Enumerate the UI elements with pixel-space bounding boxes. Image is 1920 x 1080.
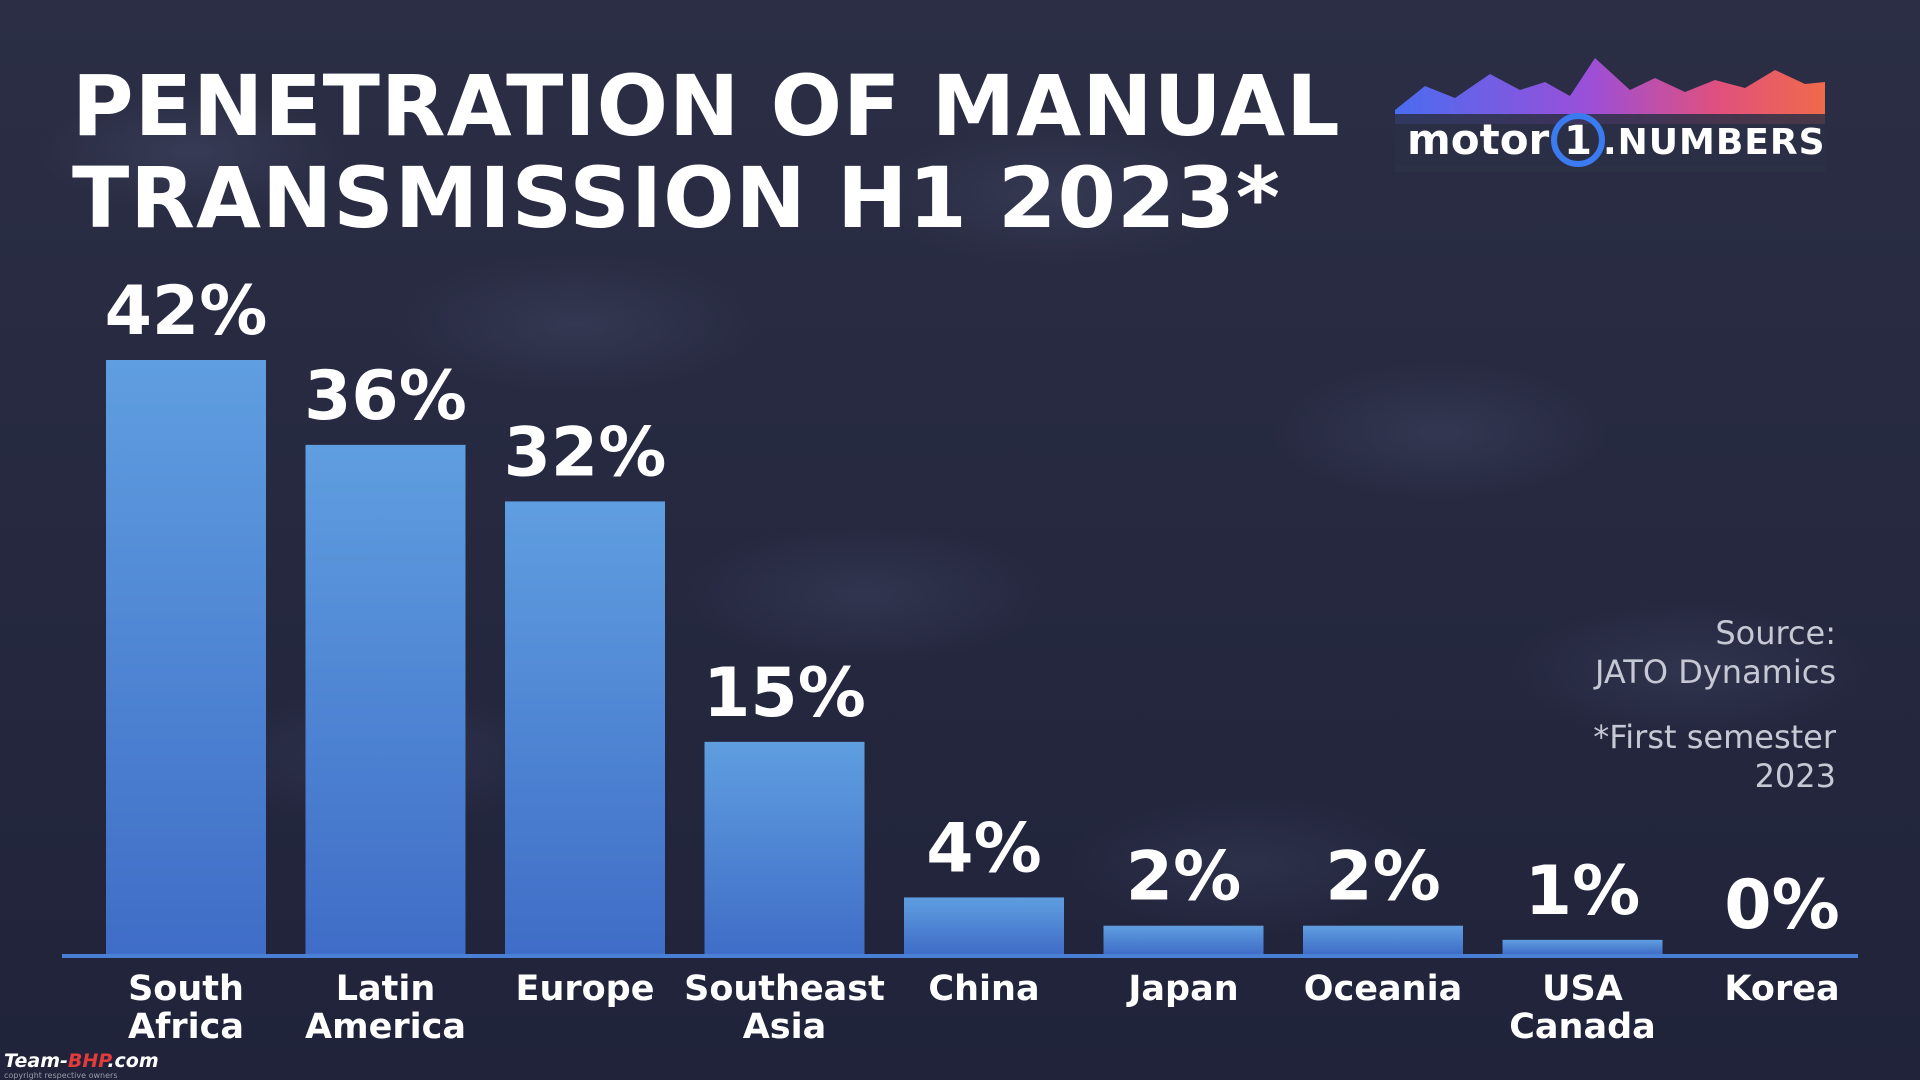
value-label-japan: 2% xyxy=(1126,838,1241,917)
category-label-southeast-asia-line-2: Asia xyxy=(743,1007,827,1047)
category-label-latin-america-line-1: Latin xyxy=(336,969,436,1009)
watermark-brand: Team-BHP.com xyxy=(4,1050,159,1072)
category-label-usa-canada-line-2: Canada xyxy=(1509,1007,1656,1047)
team-bhp-watermark: Team-BHP.com copyright respective owners xyxy=(4,1040,204,1080)
value-label-latin-america: 36% xyxy=(304,357,467,436)
value-label-korea: 0% xyxy=(1724,866,1839,945)
chart-title-line-1: PENETRATION OF MANUAL xyxy=(72,57,1341,155)
chart-title: PENETRATION OF MANUAL TRANSMISSION H1 20… xyxy=(72,60,1392,244)
source-name: JATO Dynamics xyxy=(1595,653,1836,691)
bar-group xyxy=(106,360,1663,954)
bar-latin-america xyxy=(305,444,466,954)
value-label-usa-canada: 1% xyxy=(1525,852,1640,931)
motor1-numbers-logo: motor 1 .NUMBERS xyxy=(1395,52,1825,172)
category-label-south-africa-line-2: Africa xyxy=(128,1007,244,1047)
category-label-southeast-asia-line-1: Southeast xyxy=(684,969,885,1009)
value-label-europe: 32% xyxy=(504,413,667,492)
category-label-japan: Japan xyxy=(1126,969,1238,1009)
value-label-south-africa: 42% xyxy=(105,272,268,351)
bar-oceania xyxy=(1303,925,1463,954)
value-label-china: 4% xyxy=(926,809,1041,888)
watermark-brand-part-2: BHP xyxy=(67,1050,108,1072)
category-label-usa-canada-line-1: USA xyxy=(1542,969,1623,1009)
watermark-copyright: copyright respective owners xyxy=(4,1071,118,1080)
chart-title-line-2: TRANSMISSION H1 2023* xyxy=(72,149,1281,247)
value-label-group: 42% 36% 32% 15% 4% 2% 2% 1% 0% xyxy=(105,272,1840,945)
bar-china xyxy=(904,897,1064,954)
value-label-southeast-asia: 15% xyxy=(703,654,866,733)
footnote-line-1: *First semester xyxy=(1593,718,1836,756)
bar-southeast-asia xyxy=(704,741,865,954)
category-label-korea: Korea xyxy=(1724,969,1839,1009)
logo-brand-text: motor xyxy=(1407,115,1550,164)
source-label: Source: xyxy=(1715,614,1836,652)
category-label-oceania: Oceania xyxy=(1304,969,1462,1009)
bar-europe xyxy=(505,501,665,954)
footnote-line-2: 2023 xyxy=(1754,757,1836,795)
bar-usa-canada xyxy=(1502,939,1663,954)
category-label-europe: Europe xyxy=(516,969,655,1009)
bar-south-africa xyxy=(106,360,266,954)
value-label-oceania: 2% xyxy=(1325,838,1440,917)
category-label-latin-america-line-2: America xyxy=(305,1007,466,1047)
logo-graphic: motor 1 .NUMBERS xyxy=(1395,58,1825,172)
category-label-china: China xyxy=(928,969,1039,1009)
watermark-brand-part-3: .com xyxy=(107,1050,159,1072)
logo-numeral: 1 xyxy=(1564,118,1592,164)
category-label-south-africa-line-1: South xyxy=(128,969,244,1009)
watermark-brand-part-1: Team- xyxy=(4,1050,68,1072)
logo-suffix: .NUMBERS xyxy=(1603,122,1825,163)
bar-japan xyxy=(1103,925,1264,954)
source-notes: Source: JATO Dynamics *First semester 20… xyxy=(1416,614,1836,796)
